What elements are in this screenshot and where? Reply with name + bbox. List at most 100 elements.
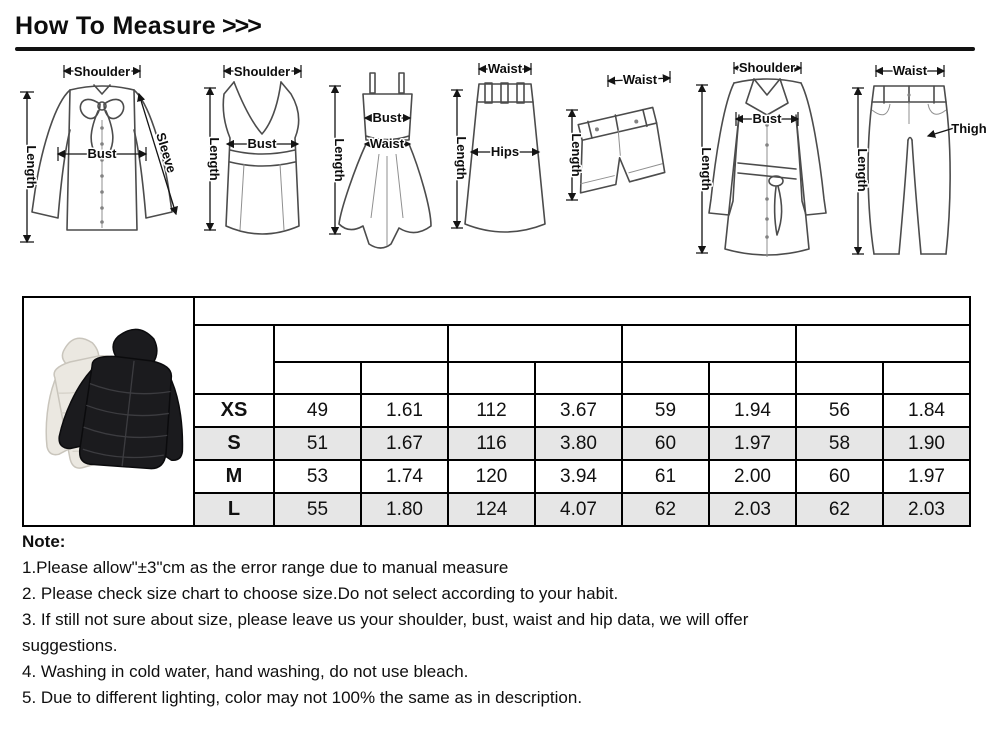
- group-header-row: size Shoulder Bust Sleeve Length: [23, 324, 971, 395]
- title-underline: [15, 47, 975, 51]
- banner-row: SIZE: [22, 296, 971, 527]
- product-photo-cell: [22, 296, 195, 527]
- length-measure: Length: [20, 90, 41, 244]
- waist-measure: Waist: [477, 60, 533, 78]
- note-line: 1.Please allow"±3"cm as the error range …: [22, 558, 509, 577]
- value-cell: 3.67: [534, 393, 623, 428]
- note-line: 5. Due to different lighting, color may …: [22, 688, 583, 707]
- size-banner: SIZE: [193, 296, 971, 326]
- chevrons-icon: >>>: [222, 12, 262, 40]
- unit-row: (cm) (inch) (cm) (inch) (cm) (inch) (cm)…: [23, 361, 971, 395]
- value-cell: 2.03: [882, 492, 971, 527]
- value-cell: 1.74: [360, 459, 449, 494]
- thigh-measure: Thigh: [926, 120, 988, 138]
- size-row-m: M 53 1.74 120 3.94 61 2.00 60 1.97: [23, 459, 971, 494]
- bust-label: Bust: [248, 136, 278, 151]
- shoulder-measure: Shoulder: [732, 59, 803, 77]
- pants-diagram: Waist Thigh Length: [852, 62, 988, 256]
- unit-cm: (cm): [447, 361, 536, 395]
- shoulder-label: Shoulder: [739, 60, 795, 75]
- length-label: Length: [24, 145, 39, 188]
- size-table: SIZE size Shoulder Bust Sleeve Length (c…: [22, 296, 971, 527]
- shoulder-measure: Shoulder: [222, 63, 303, 81]
- length-measure: Length: [852, 86, 872, 256]
- length-label: Length: [454, 136, 469, 179]
- unit-cm: (cm): [621, 361, 710, 395]
- shoulder-label: Shoulder: [74, 64, 130, 79]
- coat-outline: [708, 78, 827, 257]
- note-line: suggestions.: [22, 636, 118, 655]
- unit-inch: (inch): [882, 361, 971, 395]
- bust-label: Bust: [88, 146, 118, 161]
- length-label: Length: [332, 138, 347, 181]
- unit-inch: (inch): [708, 361, 797, 395]
- value-cell: 49: [273, 393, 362, 428]
- value-cell: 1.97: [708, 426, 797, 461]
- skirt-diagram: Waist Hips Length: [451, 60, 546, 233]
- size-column-header: size: [193, 324, 275, 395]
- group-sleeve: Sleeve: [621, 324, 797, 363]
- value-cell: 58: [795, 426, 884, 461]
- value-cell: 1.84: [882, 393, 971, 428]
- waist-label: Waist: [893, 63, 928, 78]
- skirt-outline: [464, 82, 546, 233]
- size-label: XS: [193, 393, 275, 428]
- waist-label: Waist: [370, 136, 405, 151]
- size-label: M: [193, 459, 275, 494]
- tank-top-diagram: Shoulder Bust Length: [204, 63, 303, 235]
- note-line: 4. Washing in cold water, hand washing, …: [22, 662, 469, 681]
- shoulder-measure: Shoulder: [62, 63, 142, 81]
- group-shoulder: Shoulder: [273, 324, 449, 363]
- length-measure: Length: [329, 84, 349, 236]
- waist-measure: Waist: [606, 71, 672, 89]
- pants-outline: [867, 85, 951, 255]
- value-cell: 51: [273, 426, 362, 461]
- value-cell: 1.97: [882, 459, 971, 494]
- value-cell: 120: [447, 459, 536, 494]
- value-cell: 124: [447, 492, 536, 527]
- note-line: 2. Please check size chart to choose siz…: [22, 584, 619, 603]
- group-bust: Bust: [447, 324, 623, 363]
- value-cell: 1.94: [708, 393, 797, 428]
- product-photo: [45, 328, 184, 470]
- unit-inch: (inch): [360, 361, 449, 395]
- waist-label: Waist: [623, 72, 658, 87]
- hips-measure: Hips: [469, 143, 541, 161]
- length-measure: Length: [566, 108, 586, 202]
- bust-measure: Bust: [56, 145, 148, 163]
- page-title-text: How To Measure: [15, 12, 216, 40]
- value-cell: 116: [447, 426, 536, 461]
- notes-section: Note: 1.Please allow"±3"cm as the error …: [22, 529, 992, 711]
- value-cell: 60: [795, 459, 884, 494]
- bust-label: Bust: [373, 110, 403, 125]
- value-cell: 1.90: [882, 426, 971, 461]
- length-measure: Length: [696, 83, 716, 255]
- bust-measure: Bust: [734, 110, 800, 128]
- waist-measure: Waist: [363, 135, 412, 153]
- unit-inch: (inch): [534, 361, 623, 395]
- value-cell: 60: [621, 426, 710, 461]
- unit-cm: (cm): [795, 361, 884, 395]
- size-row-xs: XS 49 1.61 112 3.67 59 1.94 56 1.84: [23, 393, 971, 428]
- length-measure: Length: [451, 88, 471, 230]
- shoulder-label: Shoulder: [234, 64, 290, 79]
- length-label: Length: [207, 137, 222, 180]
- coat-diagram: Shoulder Bust Length: [696, 59, 827, 257]
- size-label: L: [193, 492, 275, 527]
- value-cell: 62: [795, 492, 884, 527]
- unit-cm: (cm): [273, 361, 362, 395]
- value-cell: 56: [795, 393, 884, 428]
- length-label: Length: [569, 133, 584, 176]
- value-cell: 3.80: [534, 426, 623, 461]
- tank-outline: [222, 81, 300, 235]
- shorts-diagram: Waist Length: [566, 71, 672, 202]
- black-jacket: [58, 328, 184, 470]
- value-cell: 2.00: [708, 459, 797, 494]
- value-cell: 1.61: [360, 393, 449, 428]
- shorts-outline: [577, 106, 666, 194]
- dress-diagram: Bust Waist Length: [329, 72, 432, 249]
- size-row-s: S 51 1.67 116 3.80 60 1.97 58 1.90: [23, 426, 971, 461]
- dress-outline: [338, 72, 432, 249]
- value-cell: 1.80: [360, 492, 449, 527]
